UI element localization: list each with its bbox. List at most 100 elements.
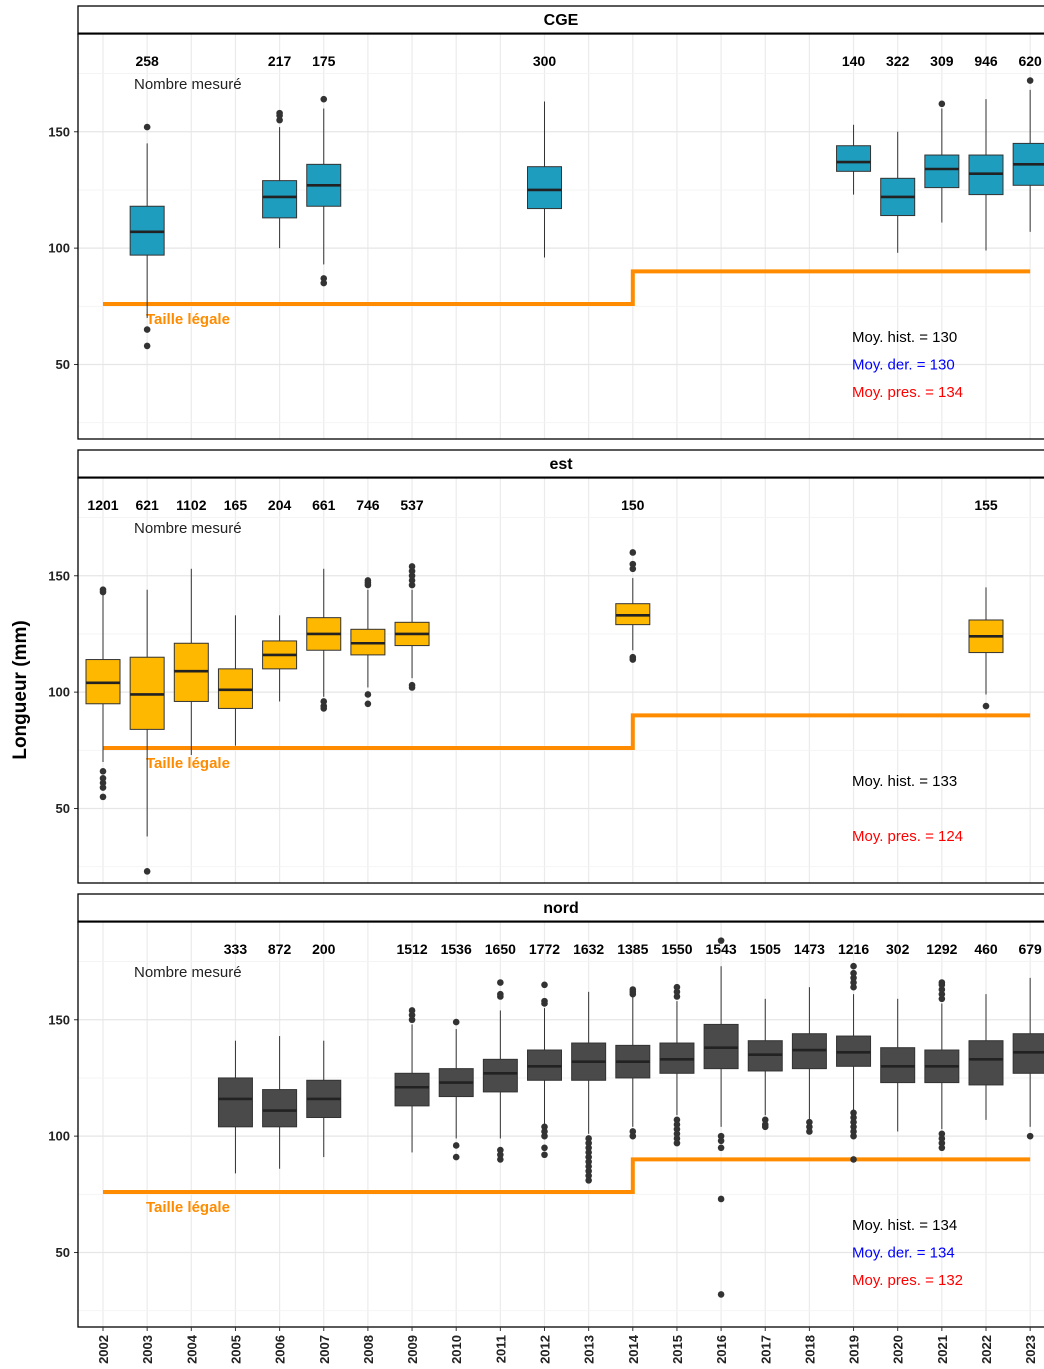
x-tick-label-2018: 2018 [802,1335,817,1364]
outlier-point [585,1135,592,1142]
outlier-point [850,983,857,991]
panel-cge: CGE 50 100 150 Taille légale 258 217 175 300 140 3… [48,5,1044,440]
x-tick-label-2007: 2007 [317,1335,332,1364]
outlier-point [276,109,283,117]
box-2020 [880,998,916,1132]
moy-der: Moy. der. = 130 [852,357,955,374]
box-2007 [306,95,342,287]
outlier-point [717,1137,725,1145]
box-2005 [217,1040,253,1174]
moy-hist: Moy. hist. = 130 [852,329,957,346]
outlier-point [408,581,416,589]
count-label-2006: 204 [268,497,292,513]
outlier-point [99,784,107,791]
outlier-point [717,937,725,944]
outlier-point [850,1128,857,1135]
box-iqr [217,1077,253,1128]
x-axis: 2002 2003 2004 2005 2006 2007 2008 2009 2010 2011… [96,1327,1038,1364]
outlier-point [320,705,328,712]
box-2009 [394,1007,430,1153]
x-tick-label-2023: 2023 [1023,1335,1038,1364]
moy-pres: Moy. pres. = 124 [852,828,963,845]
count-label-2014: 150 [621,497,645,513]
outlier-point [850,962,857,970]
box-2021 [924,979,960,1152]
count-label-2009: 537 [400,497,424,513]
outlier-point [364,577,372,584]
count-label-2019: 1216 [838,941,869,957]
legal-size-label: Taille légale [146,1199,230,1216]
box-2014 [615,986,651,1140]
moy-hist: Moy. hist. = 133 [852,773,957,790]
box-2015 [659,983,695,1147]
panel-nord: nord 50 100 150 Taille légale 333 872 200 1512 15… [48,893,1044,1328]
facet-strip [77,5,1044,35]
outlier-point [629,560,637,568]
outlier-point [938,1130,946,1138]
outlier-point [673,1116,681,1124]
moy-pres: Moy. pres. = 134 [852,384,963,401]
outlier-point [143,868,151,875]
count-caption: Nombre mesuré [134,76,242,93]
box-2023 [1012,77,1044,232]
outlier-point [938,1139,946,1147]
plot-area [78,34,1044,439]
box-2005 [217,615,253,746]
x-tick-label-2020: 2020 [891,1335,906,1364]
count-label-2022: 155 [974,497,998,513]
count-label-2006: 872 [268,941,292,957]
count-label-2007: 175 [312,53,336,69]
box-iqr [482,1058,518,1093]
moy-hist: Moy. hist. = 134 [852,1217,957,1234]
outlier-point [497,1146,504,1154]
box-2009 [394,563,430,691]
outlier-point [673,1121,681,1128]
x-tick-label-2022: 2022 [979,1335,994,1364]
panel-border [77,33,1044,440]
box-2004 [173,568,209,755]
outlier-point [320,95,328,103]
outlier-point [143,342,151,350]
outlier-point [717,1132,725,1140]
outlier-point [673,1135,681,1142]
outlier-point [99,774,107,782]
x-tick-label-2017: 2017 [758,1335,773,1364]
outlier-point [541,1128,548,1135]
count-label-2007: 200 [312,941,336,957]
x-tick-label-2013: 2013 [582,1335,597,1364]
panel-est: est 50 100 150 Taille légale 1201 621 1102 165 20… [48,449,1044,884]
box-2021 [924,100,960,223]
count-label-2020: 322 [886,53,910,69]
outlier-point [673,1139,681,1147]
outlier-point [673,1130,681,1138]
panel-border [77,921,1044,1328]
count-label-2022: 460 [974,941,998,957]
x-tick-label-2014: 2014 [626,1334,641,1364]
outlier-point [673,1125,681,1133]
outlier-point [806,1123,813,1131]
x-tick-label-2015: 2015 [670,1335,685,1364]
box-iqr [394,1072,430,1107]
outlier-point [585,1158,592,1166]
x-tick-label-2008: 2008 [361,1335,376,1364]
outlier-point [629,656,637,663]
outlier-point [938,995,946,1003]
legal-size-line [103,713,1031,750]
count-label-2015: 1550 [661,941,692,957]
outlier-point [143,123,151,131]
legal-size-label: Taille légale [146,311,230,328]
count-label-2007: 661 [312,497,336,513]
outlier-point [99,767,107,775]
outlier-point [408,1011,416,1019]
outlier-point [806,1128,813,1135]
outlier-point [629,1128,637,1135]
outlier-point [497,1156,504,1163]
outlier-point [408,572,416,580]
outlier-point [673,983,681,991]
count-label-2005: 333 [224,941,248,957]
x-tick-label-2005: 2005 [228,1335,243,1364]
outlier-point [408,577,416,584]
box-2016 [703,937,739,1298]
legal-size-label: Taille légale [146,755,230,772]
x-tick-label-2016: 2016 [714,1335,729,1364]
